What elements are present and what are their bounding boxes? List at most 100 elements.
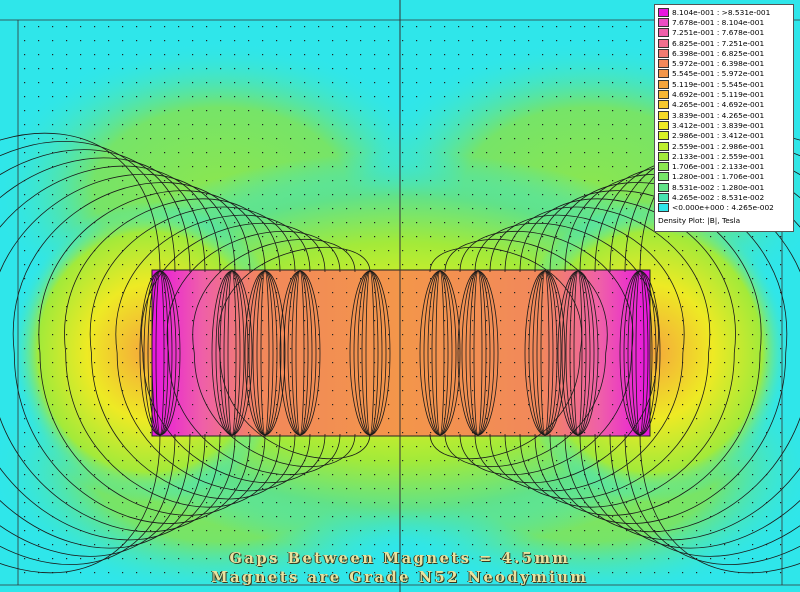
grid-dot [220, 488, 222, 490]
grid-dot [458, 558, 460, 560]
grid-dot [472, 320, 474, 322]
grid-dot [556, 124, 558, 126]
grid-dot [486, 348, 488, 350]
grid-dot [626, 334, 628, 336]
grid-dot [640, 180, 642, 182]
grid-dot [570, 152, 572, 154]
grid-dot [472, 194, 474, 196]
grid-dot [178, 572, 180, 574]
grid-dot [248, 362, 250, 364]
grid-dot [304, 348, 306, 350]
grid-dot [94, 54, 96, 56]
grid-dot [220, 194, 222, 196]
grid-dot [248, 530, 250, 532]
grid-dot [612, 404, 614, 406]
grid-dot [234, 40, 236, 42]
grid-dot [192, 446, 194, 448]
grid-dot [360, 110, 362, 112]
grid-dot [696, 306, 698, 308]
grid-dot [402, 264, 404, 266]
grid-dot [80, 264, 82, 266]
grid-dot [584, 236, 586, 238]
grid-dot [38, 306, 40, 308]
grid-dot [640, 530, 642, 532]
grid-dot [276, 404, 278, 406]
grid-dot [612, 460, 614, 462]
grid-dot [318, 306, 320, 308]
grid-dot [402, 334, 404, 336]
grid-dot [66, 306, 68, 308]
grid-dot [24, 152, 26, 154]
grid-dot [248, 446, 250, 448]
legend-swatch [658, 151, 669, 161]
grid-dot [276, 180, 278, 182]
grid-dot [416, 348, 418, 350]
grid-dot [220, 68, 222, 70]
grid-dot [500, 334, 502, 336]
grid-dot [332, 530, 334, 532]
grid-dot [766, 446, 768, 448]
grid-dot [612, 194, 614, 196]
grid-dot [612, 530, 614, 532]
grid-dot [402, 26, 404, 28]
grid-dot [66, 236, 68, 238]
grid-dot [570, 26, 572, 28]
grid-dot [66, 264, 68, 266]
grid-dot [304, 572, 306, 574]
grid-dot [682, 320, 684, 322]
grid-dot [374, 292, 376, 294]
grid-dot [192, 390, 194, 392]
grid-dot [164, 376, 166, 378]
grid-dot [290, 110, 292, 112]
grid-dot [262, 40, 264, 42]
grid-dot [234, 530, 236, 532]
grid-dot [472, 418, 474, 420]
grid-dot [416, 390, 418, 392]
grid-dot [598, 488, 600, 490]
grid-dot [710, 306, 712, 308]
grid-dot [500, 460, 502, 462]
grid-dot [360, 96, 362, 98]
grid-dot [206, 194, 208, 196]
grid-dot [24, 26, 26, 28]
grid-dot [66, 96, 68, 98]
grid-dot [38, 502, 40, 504]
grid-dot [416, 432, 418, 434]
grid-dot [276, 558, 278, 560]
grid-dot [164, 26, 166, 28]
grid-dot [136, 516, 138, 518]
grid-dot [542, 110, 544, 112]
grid-dot [556, 180, 558, 182]
grid-dot [556, 320, 558, 322]
legend-label: 4.265e-001 : 4.692e-001 [672, 100, 765, 110]
grid-dot [346, 208, 348, 210]
grid-dot [150, 334, 152, 336]
grid-dot [94, 278, 96, 280]
grid-dot [780, 432, 782, 434]
grid-dot [416, 166, 418, 168]
grid-dot [332, 292, 334, 294]
grid-dot [80, 82, 82, 84]
grid-dot [206, 26, 208, 28]
grid-dot [136, 362, 138, 364]
grid-dot [668, 544, 670, 546]
grid-dot [612, 362, 614, 364]
legend-label: 2.133e-001 : 2.559e-001 [672, 151, 765, 161]
grid-dot [192, 320, 194, 322]
grid-dot [276, 82, 278, 84]
grid-dot [598, 264, 600, 266]
grid-dot [290, 488, 292, 490]
grid-dot [388, 306, 390, 308]
grid-dot [654, 348, 656, 350]
grid-dot [500, 68, 502, 70]
grid-dot [192, 292, 194, 294]
grid-dot [752, 516, 754, 518]
grid-dot [738, 530, 740, 532]
grid-dot [766, 460, 768, 462]
grid-dot [178, 26, 180, 28]
grid-dot [136, 530, 138, 532]
grid-dot [598, 250, 600, 252]
field-line [504, 206, 711, 500]
legend-entry: <0.000e+000 : 4.265e-002 [658, 203, 791, 213]
grid-dot [332, 250, 334, 252]
